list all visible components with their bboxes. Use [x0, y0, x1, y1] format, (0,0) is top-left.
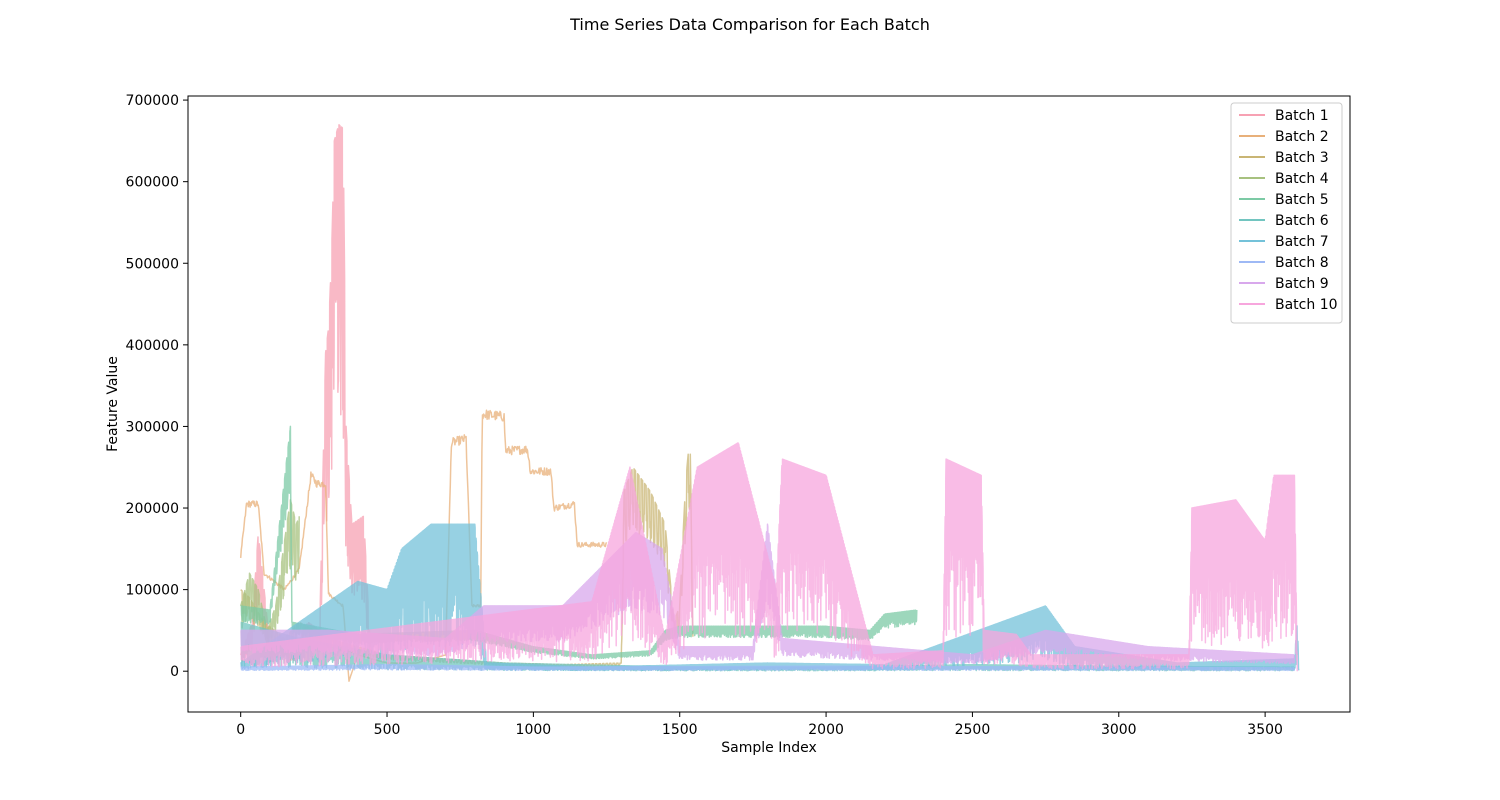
x-tick-label: 1500: [662, 722, 698, 738]
legend-label: Batch 6: [1275, 213, 1329, 229]
legend-label: Batch 4: [1275, 171, 1329, 187]
y-axis-label: Feature Value: [105, 356, 121, 452]
legend-label: Batch 5: [1275, 192, 1329, 208]
chart-title: Time Series Data Comparison for Each Bat…: [569, 15, 930, 34]
legend-label: Batch 8: [1275, 255, 1329, 271]
series-line-batch-10: [240, 442, 1299, 672]
y-tick-label: 0: [170, 664, 179, 680]
x-tick-label: 0: [236, 722, 245, 738]
x-axis: 0 500 1000 1500 2000 2500 3000 3500: [236, 712, 1283, 738]
y-axis: 0 100000 200000 300000 400000 500000 600000 700…: [126, 93, 188, 680]
axes-frame: [187, 95, 1351, 713]
x-tick-label: 3500: [1247, 722, 1283, 738]
plot-area: [187, 95, 1351, 713]
y-tick-label: 200000: [126, 501, 179, 517]
y-tick-label: 400000: [126, 338, 179, 354]
x-tick-label: 2000: [808, 722, 844, 738]
y-tick-label: 500000: [126, 256, 179, 272]
legend-label: Batch 1: [1275, 108, 1329, 124]
series-line-batch-8: [240, 663, 1296, 672]
legend-label: Batch 2: [1275, 129, 1329, 145]
legend-label: Batch 3: [1275, 150, 1329, 166]
legend-label: Batch 10: [1275, 297, 1338, 313]
y-tick-label: 700000: [126, 93, 179, 109]
series-layer: [239, 124, 1300, 682]
x-axis-label: Sample Index: [721, 740, 816, 756]
x-tick-label: 500: [374, 722, 401, 738]
x-tick-label: 2500: [955, 722, 991, 738]
y-tick-label: 100000: [126, 583, 179, 599]
x-tick-label: 1000: [516, 722, 552, 738]
y-tick-label: 600000: [126, 175, 179, 191]
y-tick-label: 300000: [126, 419, 179, 435]
legend: Batch 1 Batch 2 Batch 3 Batch 4 Batch 5 Batch…: [1230, 102, 1343, 324]
x-tick-label: 3000: [1101, 722, 1137, 738]
legend-label: Batch 7: [1275, 234, 1329, 250]
legend-label: Batch 9: [1275, 276, 1329, 292]
